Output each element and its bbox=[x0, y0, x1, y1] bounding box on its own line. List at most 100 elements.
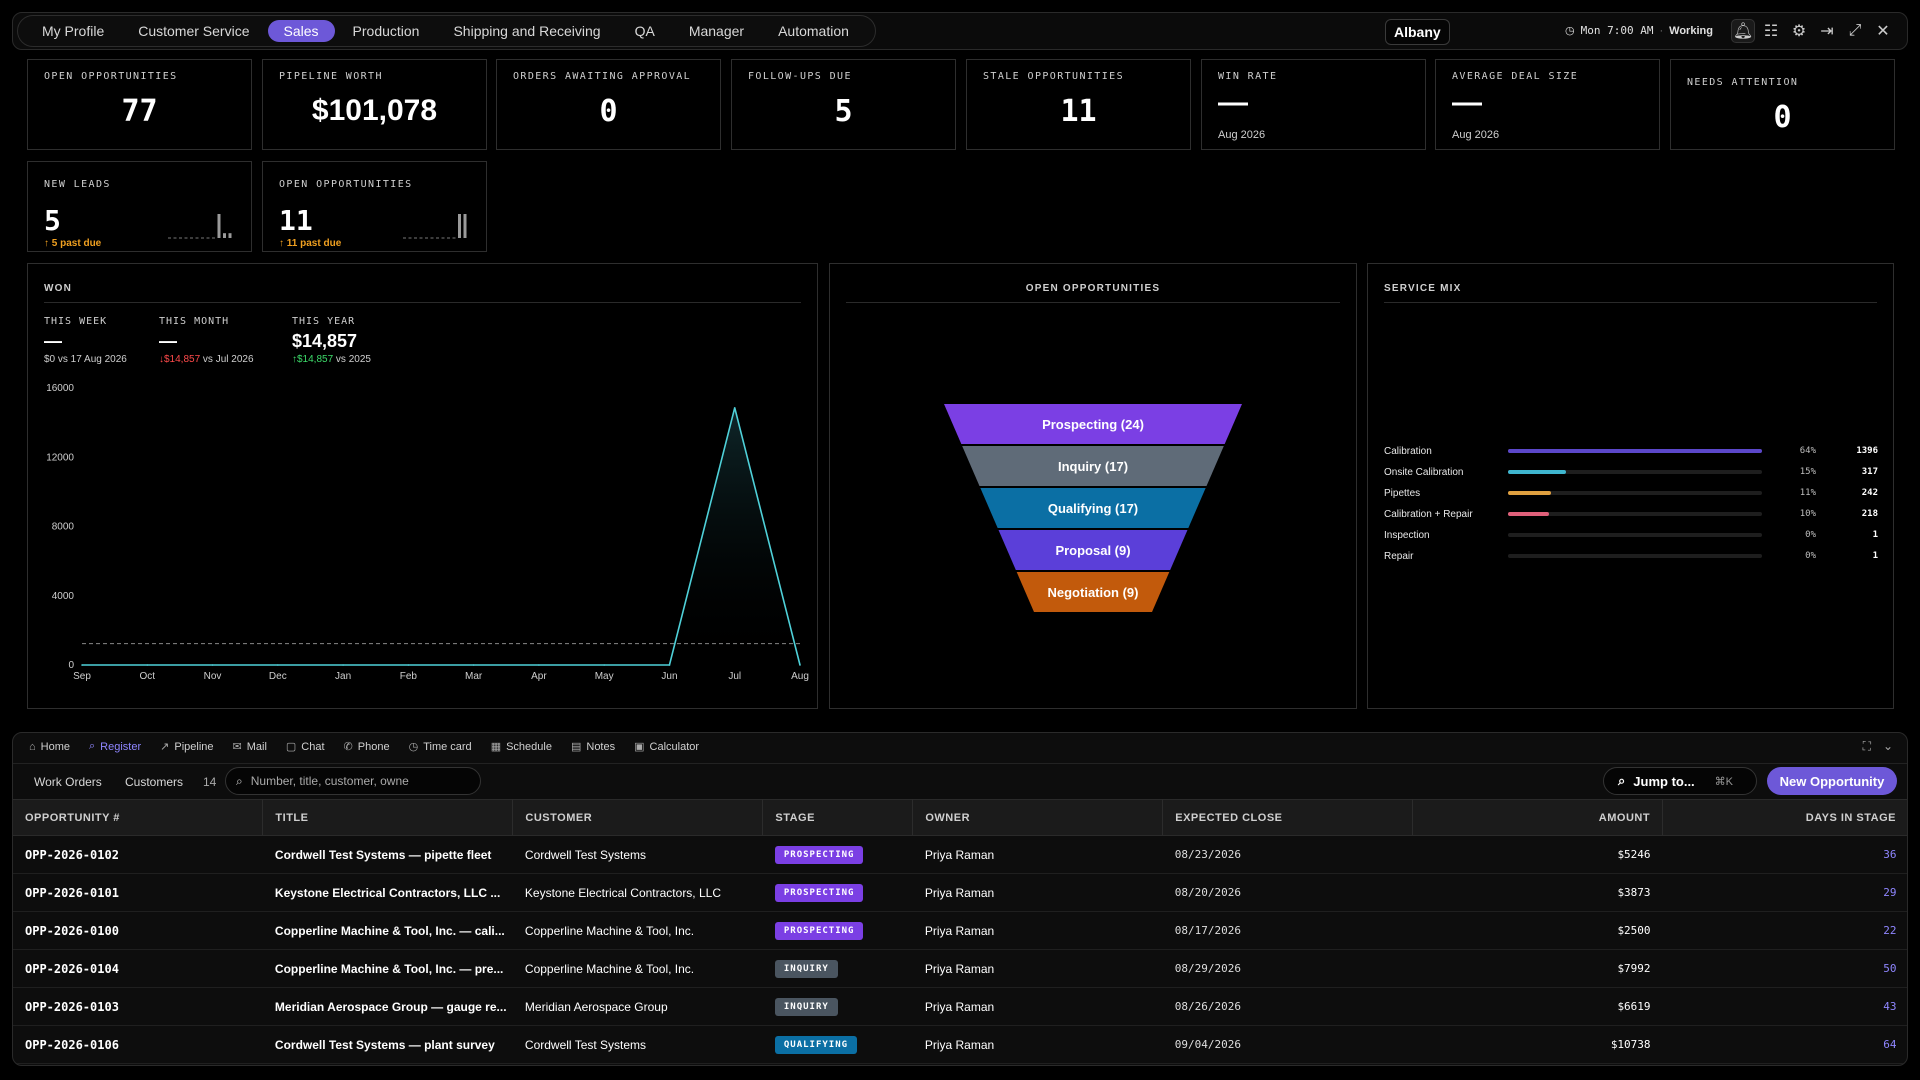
kpi-card[interactable]: WIN RATE — Aug 2026 bbox=[1201, 59, 1426, 150]
tab-customers[interactable]: Customers bbox=[125, 775, 184, 789]
x-tick-label: May bbox=[595, 671, 614, 682]
kpi-card[interactable]: ORDERS AWAITING APPROVAL 0 bbox=[496, 59, 721, 150]
customer-name: Meridian Aerospace Group bbox=[512, 987, 763, 1026]
register-search[interactable]: ⌕ Number, title, customer, owne bbox=[225, 767, 481, 795]
column-header[interactable]: EXPECTED CLOSE bbox=[1162, 799, 1414, 836]
funnel-stage[interactable] bbox=[998, 530, 1188, 570]
column-header[interactable]: AMOUNT bbox=[1412, 799, 1664, 836]
table-row[interactable]: OPP-2026-0100 Copperline Machine & Tool, … bbox=[13, 911, 1907, 950]
series-line bbox=[82, 407, 801, 666]
opportunities-table: OPPORTUNITY # TITLE CUSTOMER STAGE OWNER EXPE… bbox=[13, 799, 1907, 1064]
jump-to-button[interactable]: ⌕ Jump to... ⌘K bbox=[1603, 767, 1757, 795]
service-count: 218 bbox=[1861, 509, 1878, 519]
dock-nav: ⌂ Home ⌕ Register ↗ Pipeline ✉ Mail ▢ Chat ✆ Phone ◷… bbox=[29, 740, 699, 753]
x-tick-label: Jan bbox=[335, 671, 351, 682]
opportunity-number: OPP-2026-0103 bbox=[13, 987, 263, 1026]
search-input[interactable]: Number, title, customer, owne bbox=[250, 774, 409, 788]
dock-item-phone[interactable]: ✆ Phone bbox=[344, 740, 390, 754]
expand-icon[interactable]: ⤢ bbox=[1848, 22, 1862, 39]
dock-item-time-card[interactable]: ◷ Time card bbox=[409, 740, 472, 754]
service-mix-row: Pipettes 11% 242 bbox=[1384, 486, 1878, 500]
series-area bbox=[82, 407, 800, 665]
location-selector[interactable]: Albany bbox=[1385, 19, 1450, 45]
column-header[interactable]: CUSTOMER bbox=[512, 799, 764, 836]
x-tick-label: Mar bbox=[465, 671, 483, 682]
column-header[interactable]: STAGE bbox=[762, 799, 914, 836]
stage-cell: PROSPECTING bbox=[762, 835, 913, 874]
tab-automation[interactable]: Automation bbox=[778, 23, 849, 39]
opportunity-number: OPP-2026-0100 bbox=[13, 911, 263, 950]
table-row[interactable]: OPP-2026-0101 Keystone Electrical Contrac… bbox=[13, 873, 1907, 912]
column-header[interactable]: OWNER bbox=[912, 799, 1164, 836]
tab-qa[interactable]: QA bbox=[634, 23, 655, 39]
work-status: Working bbox=[1669, 24, 1713, 37]
days-in-stage: 64 bbox=[1662, 1025, 1907, 1064]
sparkline bbox=[403, 214, 467, 239]
search-icon: ⌕ bbox=[236, 773, 243, 788]
tab-shipping-and-receiving[interactable]: Shipping and Receiving bbox=[453, 23, 601, 39]
funnel-stage[interactable] bbox=[962, 446, 1224, 486]
tab-manager[interactable]: Manager bbox=[688, 23, 745, 39]
column-header[interactable]: DAYS IN STAGE bbox=[1662, 799, 1907, 836]
y-tick-label: 16000 bbox=[46, 383, 74, 394]
won-stat-value: — bbox=[44, 331, 62, 351]
y-tick-label: 0 bbox=[68, 660, 74, 671]
gear-icon[interactable]: ⚙ bbox=[1791, 23, 1807, 40]
stage-badge: INQUIRY bbox=[774, 959, 838, 978]
expected-close-date: 08/29/2026 bbox=[1162, 949, 1413, 988]
tab-customer-service[interactable]: Customer Service bbox=[138, 23, 250, 39]
won-stat-label: THIS WEEK bbox=[44, 316, 108, 327]
service-mix-row: Repair 0% 1 bbox=[1384, 549, 1878, 563]
close-icon[interactable]: ✕ bbox=[1876, 23, 1890, 40]
kpi-card[interactable]: FOLLOW-UPS DUE 5 bbox=[731, 59, 956, 150]
kpi-value: 0 bbox=[1773, 100, 1792, 135]
dock-item-chat[interactable]: ▢ Chat bbox=[286, 740, 325, 754]
kpi-card[interactable]: PIPELINE WORTH $101,078 bbox=[262, 59, 487, 150]
table-row[interactable]: OPP-2026-0106 Cordwell Test Systems — pla… bbox=[13, 1025, 1907, 1064]
dock-item-schedule[interactable]: ▦ Schedule bbox=[491, 740, 552, 754]
home-icon: ⌂ bbox=[29, 740, 36, 753]
kpi-card-trend[interactable]: OPEN OPPORTUNITIES 11 ↑ 11 past due bbox=[262, 161, 487, 252]
dock-item-notes[interactable]: ▤ Notes bbox=[571, 740, 615, 754]
tab-my-profile[interactable]: My Profile bbox=[42, 23, 105, 39]
table-row[interactable]: OPP-2026-0102 Cordwell Test Systems — pip… bbox=[13, 835, 1907, 874]
dock-item-home[interactable]: ⌂ Home bbox=[29, 740, 70, 753]
bell-icon[interactable]: 🔔︎ bbox=[1731, 19, 1755, 43]
service-count: 1 bbox=[1872, 551, 1878, 561]
maximize-icon[interactable]: ⛶ bbox=[1862, 739, 1871, 753]
tab-production[interactable]: Production bbox=[352, 23, 420, 39]
service-mix-row: Onsite Calibration 15% 317 bbox=[1384, 465, 1878, 479]
funnel-stage[interactable] bbox=[980, 488, 1206, 528]
logout-icon[interactable]: ⇥ bbox=[1820, 23, 1834, 40]
table-row[interactable]: OPP-2026-0103 Meridian Aerospace Group — … bbox=[13, 987, 1907, 1026]
tab-sales[interactable]: Sales bbox=[267, 20, 335, 42]
expected-close-date: 08/23/2026 bbox=[1162, 835, 1413, 874]
column-header[interactable]: TITLE bbox=[262, 799, 514, 836]
table-row[interactable]: OPP-2026-0104 Copperline Machine & Tool, … bbox=[13, 949, 1907, 988]
dock-item-register[interactable]: ⌕ Register bbox=[89, 740, 141, 753]
opportunity-number: OPP-2026-0101 bbox=[13, 873, 263, 912]
sparkline bbox=[168, 214, 232, 239]
tab-work-orders[interactable]: Work Orders bbox=[34, 775, 102, 789]
funnel-stage[interactable] bbox=[944, 404, 1242, 444]
kpi-label: NEW LEADS bbox=[44, 179, 111, 190]
new-opportunity-button[interactable]: New Opportunity bbox=[1767, 767, 1897, 795]
owner-name: Priya Raman bbox=[912, 949, 1163, 988]
kpi-card-trend[interactable]: NEW LEADS 5 ↑ 5 past due bbox=[27, 161, 252, 252]
kpi-card[interactable]: AVERAGE DEAL SIZE — Aug 2026 bbox=[1435, 59, 1660, 150]
funnel-stage-label: Qualifying (17) bbox=[1048, 501, 1138, 516]
won-stat-value: $14,857 bbox=[292, 331, 358, 351]
kpi-card[interactable]: OPEN OPPORTUNITIES 77 bbox=[27, 59, 252, 150]
column-header[interactable]: OPPORTUNITY # bbox=[13, 799, 264, 836]
dock-item-label: Home bbox=[40, 740, 70, 753]
sliders-icon[interactable]: ☷ bbox=[1763, 23, 1779, 40]
chevron-down-icon[interactable]: ⌄ bbox=[1882, 739, 1893, 753]
funnel-stage[interactable] bbox=[1016, 572, 1170, 612]
kpi-label: ORDERS AWAITING APPROVAL bbox=[513, 71, 692, 82]
kpi-card[interactable]: STALE OPPORTUNITIES 11 bbox=[966, 59, 1191, 150]
kpi-card[interactable]: NEEDS ATTENTION 0 bbox=[1670, 59, 1895, 150]
dock-item-mail[interactable]: ✉ Mail bbox=[233, 740, 267, 754]
dock-item-calculator[interactable]: ▣ Calculator bbox=[634, 740, 699, 754]
dock-item-pipeline[interactable]: ↗ Pipeline bbox=[160, 740, 213, 754]
won-stat: THIS YEAR $14,857 ↑$14,857 vs 2025 bbox=[292, 316, 371, 365]
